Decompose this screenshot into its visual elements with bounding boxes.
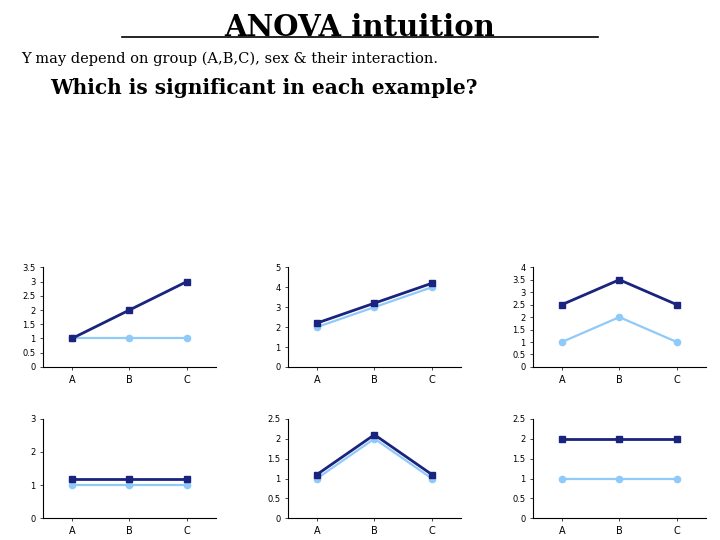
Text: Y may depend on group (A,B,C), sex & their interaction.: Y may depend on group (A,B,C), sex & the…	[22, 51, 438, 66]
Text: ANOVA intuition: ANOVA intuition	[225, 14, 495, 43]
Text: Which is significant in each example?: Which is significant in each example?	[50, 78, 478, 98]
